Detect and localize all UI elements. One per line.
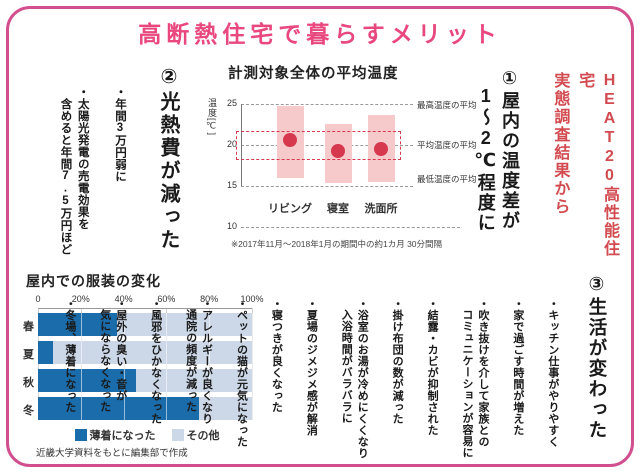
avg-temp-dot (374, 141, 388, 156)
bar-segment-other (136, 369, 252, 392)
list-item: ・ペットの猫が元気になった (235, 298, 248, 448)
grid-line (38, 308, 39, 420)
bar-segment-thin-clothes (38, 397, 199, 420)
bar-category-label: 夏 (23, 349, 34, 361)
temp-category-label: リビング (268, 202, 312, 215)
page-title: 高断熱住宅で暮らすメリット (138, 21, 502, 47)
x-tick-label: 40% (114, 294, 133, 304)
section-life-changed: ③生活が変わった ・キッチン仕事がやりやすく ・家で過ごす時間が増えた ・吹き抜… (64, 274, 626, 462)
x-axis-line (38, 308, 252, 309)
bar-segment-other (117, 313, 252, 336)
list-item: ・夏場のジメジメ感が解消 (305, 298, 318, 436)
temperature-chart: 計測対象全体の平均温度 温度[℃] ※2017年11月〜2018年1月の期間中の… (205, 62, 477, 268)
x-tick-label: 80% (200, 294, 219, 304)
bar-segment-other (198, 397, 252, 420)
legend-swatch-thin-clothes (74, 429, 87, 441)
bar-segment-thin-clothes (38, 341, 53, 364)
temp-category-label: 洗面所 (364, 202, 398, 215)
x-tick-label: 60% (157, 294, 176, 304)
section-2-heading: ②光熱費が減った (157, 64, 179, 252)
list-item: ・浴室のお湯が冷めにくくなり 入浴時間がバラバラに (340, 298, 369, 459)
list-item: ・吹き抜けを介して家族との コミュニケーションが容易に (461, 298, 489, 459)
clothing-chart-title: 屋内での服装の変化 (26, 273, 161, 289)
grid-line-overlay (166, 313, 168, 420)
legend-item: その他 (171, 427, 220, 443)
list-item: ・屋外の臭い・音が 気にならなくなった (98, 298, 127, 413)
grid-line (241, 185, 413, 187)
grid-line (241, 103, 413, 105)
bar-category-label: 冬 (23, 405, 34, 417)
grid-line-overlay (80, 313, 82, 420)
y-tick-label: 10 (226, 220, 237, 231)
list-item: ・寝つきが良くなった (270, 298, 283, 413)
temp-chart-title: 計測対象全体の平均温度 (228, 66, 399, 82)
temp-category-label: 寝室 (327, 202, 349, 215)
clothing-change-chart: 屋内での服装の変化 薄着になった その他 0 20% 40% 60% 80% 100% 春夏… (22, 271, 272, 453)
section-1-heading: ①屋内の温度差が 1〜2℃程度に (475, 68, 520, 233)
footer-credit: 近畿大学資料をもとに編集部で作成 (36, 448, 188, 459)
list-item: ・冬場、薄着になった (63, 298, 76, 413)
list-item: ・風邪をひかなくなった (149, 298, 162, 425)
y-axis-line (241, 103, 242, 186)
list-item: ・家で過ごす時間が増えた (511, 298, 524, 436)
x-tick-label: 100% (240, 294, 264, 304)
legend-label: その他 (186, 430, 220, 442)
bar-segment-thin-clothes (38, 313, 118, 336)
bar-category-label: 秋 (23, 377, 34, 389)
avg-temp-dot (331, 143, 345, 158)
grid-line (241, 226, 460, 228)
legend-item: 薄着になった (74, 427, 156, 443)
legend-label: 薄着になった (89, 430, 156, 442)
section-temperature-difference: ①屋内の温度差が 1〜2℃程度に (474, 68, 540, 248)
list-item: ・キッチン仕事がやりやすく (546, 298, 559, 448)
clothing-chart-legend: 薄着になった その他 (22, 427, 272, 443)
list-item: ・掛け布団の数が減った (391, 298, 404, 425)
right-axis-label: 最低温度の平均 (417, 174, 477, 185)
bar-segment-other (52, 341, 252, 364)
x-tick-label: 20% (71, 294, 90, 304)
temp-target-range-box (236, 130, 401, 160)
temp-chart-y-axis-label: 温度[℃] (207, 98, 217, 137)
x-tick-label: 0 (35, 294, 41, 304)
temp-chart-footnote: ※2017年11月〜2018年1月の期間中の約1カ月 30分間隔 (231, 239, 443, 249)
source-note-vertical: HEAT20高性能住宅 実態調査結果から (551, 72, 618, 258)
bar-category-label: 春 (23, 321, 34, 333)
right-axis-label: 最高温度の平均 (417, 99, 477, 110)
y-tick-label: 15 (226, 179, 237, 190)
list-item: ・アレルギーが良くなり 通院の頻度が減った (184, 298, 213, 425)
grid-line-overlay (123, 313, 125, 420)
list-item: ・結露・カビが抑制された (426, 298, 439, 436)
list-item: ・年間3万円弱に (114, 86, 126, 183)
legend-swatch-other (171, 429, 184, 441)
y-tick-label: 20 (226, 138, 237, 149)
y-tick-label: 25 (226, 97, 237, 108)
bar-segment-thin-clothes (38, 369, 137, 392)
right-axis-label: 平均温度の平均 (417, 139, 477, 150)
list-item: ・太陽光発電の売電効果を 含めると年間7.5万円ほど (59, 86, 89, 255)
section-3-heading: ③生活が変わった (587, 274, 608, 441)
grid-line-overlay (209, 313, 211, 420)
section-utility-cost: ②光熱費が減った ・年間3万円弱に ・太陽光発電の売電効果を 含めると年間7.5… (22, 64, 198, 276)
avg-temp-dot (283, 132, 297, 147)
grid-line-overlay (252, 313, 253, 420)
